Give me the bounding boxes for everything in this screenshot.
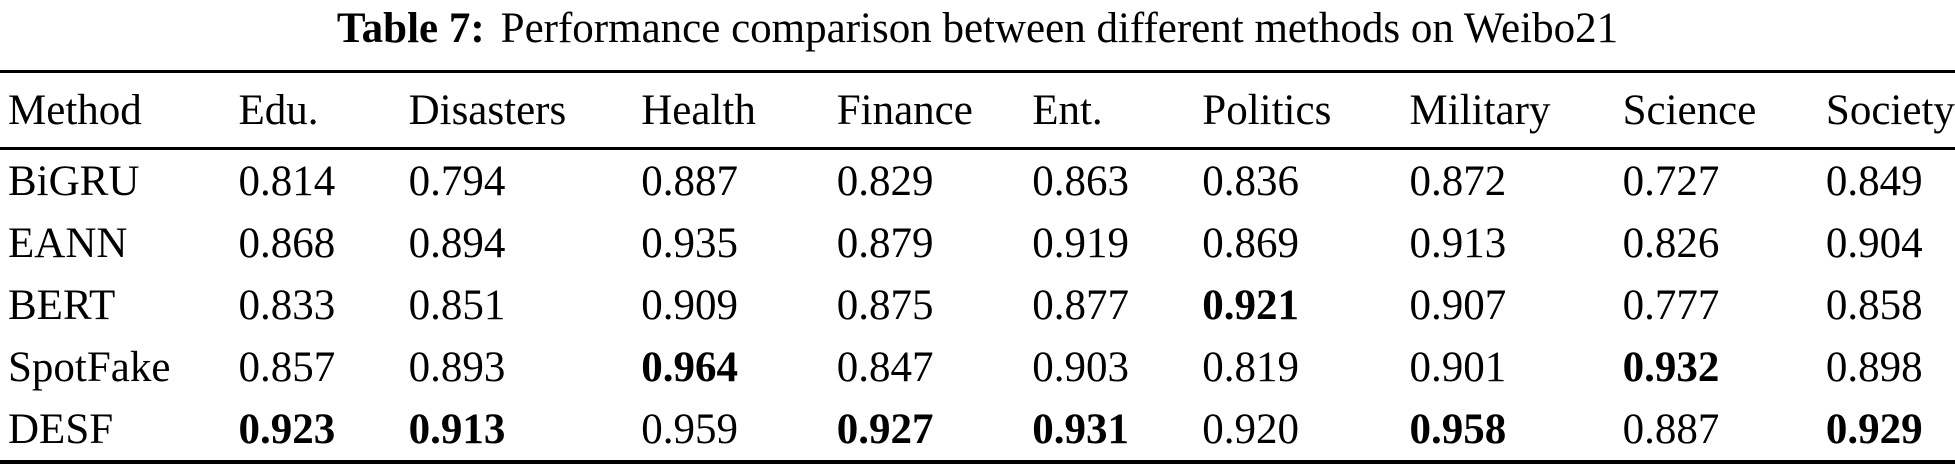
value-cell: 0.931 (1032, 405, 1129, 453)
value-cell: 0.826 (1622, 219, 1720, 267)
table-body: BiGRU 0.814 0.794 0.887 0.829 0.863 0.836 0.872… (0, 149, 1955, 463)
value-cell: 0.898 (1825, 343, 1923, 391)
value-cell: 0.794 (408, 157, 506, 205)
value-cell: 0.847 (836, 343, 934, 391)
value-cell: 0.935 (641, 219, 738, 267)
results-table: Method Edu. Disasters Health Finance Ent. Poli… (0, 70, 1955, 464)
column-header: Finance (836, 71, 1033, 150)
value-cell: 0.909 (641, 281, 738, 329)
value-cell: 0.894 (408, 219, 506, 267)
value-cell: 0.857 (238, 343, 336, 391)
value-cell: 0.814 (238, 157, 336, 205)
value-cell: 0.777 (1622, 281, 1720, 329)
method-cell: SpotFake (8, 343, 171, 391)
value-cell: 0.893 (408, 343, 506, 391)
table-row: BERT 0.833 0.851 0.909 0.875 0.877 0.921 0.907 0… (0, 274, 1955, 336)
value-cell: 0.921 (1202, 281, 1300, 329)
value-cell: 0.901 (1409, 343, 1507, 391)
value-cell: 0.879 (836, 219, 934, 267)
table-row: EANN 0.868 0.894 0.935 0.879 0.919 0.869 0.913 0… (0, 212, 1955, 274)
table-row: DESF 0.923 0.913 0.959 0.927 0.931 0.920 0.958 0… (0, 398, 1955, 462)
column-header: Military (1409, 71, 1623, 150)
value-cell: 0.964 (641, 343, 738, 391)
value-cell: 0.927 (836, 405, 934, 453)
column-header: Science (1622, 71, 1826, 150)
value-cell: 0.836 (1202, 157, 1300, 205)
value-cell: 0.829 (836, 157, 934, 205)
column-header: Society (1825, 71, 1955, 150)
value-cell: 0.923 (238, 405, 336, 453)
value-cell: 0.929 (1825, 405, 1923, 453)
method-cell: DESF (8, 405, 114, 453)
value-cell: 0.833 (238, 281, 336, 329)
value-cell: 0.920 (1202, 405, 1300, 453)
column-header: Edu. (238, 71, 409, 150)
method-cell: BERT (8, 281, 116, 329)
value-cell: 0.875 (836, 281, 934, 329)
column-header: Method (0, 71, 239, 150)
caption-text: Performance comparison between different… (500, 5, 1619, 52)
value-cell: 0.913 (408, 405, 506, 453)
value-cell: 0.868 (238, 219, 336, 267)
value-cell: 0.869 (1202, 219, 1300, 267)
value-cell: 0.887 (1622, 405, 1720, 453)
value-cell: 0.858 (1825, 281, 1923, 329)
value-cell: 0.919 (1032, 219, 1129, 267)
value-cell: 0.903 (1032, 343, 1129, 391)
table-row: BiGRU 0.814 0.794 0.887 0.829 0.863 0.836 0.872… (0, 149, 1955, 213)
value-cell: 0.863 (1032, 157, 1129, 205)
value-cell: 0.849 (1825, 157, 1923, 205)
value-cell: 0.913 (1409, 219, 1507, 267)
value-cell: 0.819 (1202, 343, 1300, 391)
value-cell: 0.887 (641, 157, 738, 205)
value-cell: 0.877 (1032, 281, 1129, 329)
value-cell: 0.872 (1409, 157, 1507, 205)
method-cell: EANN (8, 219, 128, 267)
value-cell: 0.851 (408, 281, 506, 329)
column-header: Disasters (408, 71, 642, 150)
value-cell: 0.959 (641, 405, 738, 453)
value-cell: 0.907 (1409, 281, 1507, 329)
method-cell: BiGRU (8, 157, 140, 205)
value-cell: 0.958 (1409, 405, 1507, 453)
value-cell: 0.727 (1622, 157, 1720, 205)
column-header: Politics (1202, 71, 1410, 150)
value-cell: 0.904 (1825, 219, 1923, 267)
column-header: Ent. (1032, 71, 1203, 150)
table-caption: Table 7: Performance comparison between d… (0, 4, 1955, 54)
table-row: SpotFake 0.857 0.893 0.964 0.847 0.903 0.819 0.… (0, 336, 1955, 398)
header-row: Method Edu. Disasters Health Finance Ent. Poli… (0, 71, 1955, 150)
column-header: Health (641, 71, 837, 150)
caption-label: Table 7: (336, 5, 485, 52)
value-cell: 0.932 (1622, 343, 1720, 391)
